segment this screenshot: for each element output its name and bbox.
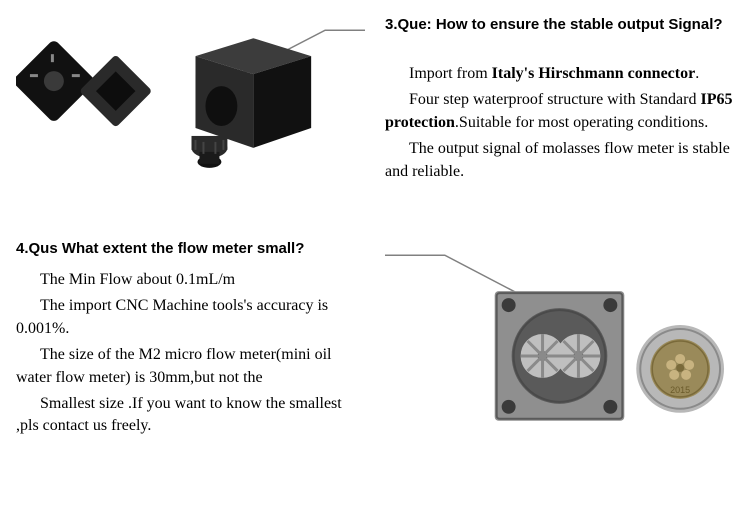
q4-heading: 4.Qus What extent the flow meter small? xyxy=(16,240,365,257)
section-q4: 4.Qus What extent the flow meter small? … xyxy=(16,240,734,442)
q4-paragraph-4: Smallest size .If you want to know the s… xyxy=(16,393,365,438)
q3-text: 3.Que: How to ensure the stable output S… xyxy=(385,16,734,216)
figure-meter: 2015 xyxy=(385,240,734,442)
q4-paragraph-1: The Min Flow about 0.1mL/m xyxy=(16,269,365,291)
gear-right xyxy=(557,334,601,378)
q4-paragraph-3: The size of the M2 micro flow meter(mini… xyxy=(16,344,365,389)
q3-paragraph-2: Four step waterproof structure with Stan… xyxy=(385,89,734,134)
coin: 2015 xyxy=(636,325,724,413)
q3-heading: 3.Que: How to ensure the stable output S… xyxy=(385,16,734,33)
figure-connector xyxy=(16,16,365,216)
svg-text:2015: 2015 xyxy=(670,385,690,395)
meter-housing xyxy=(495,291,625,421)
q3-paragraph-3: The output signal of molasses flow meter… xyxy=(385,138,734,183)
q4-paragraph-2: The import CNC Machine tools's accuracy … xyxy=(16,295,365,340)
bold-hirschmann: Italy's Hirschmann connector xyxy=(492,65,696,82)
section-q3: 3.Que: How to ensure the stable output S… xyxy=(16,16,734,216)
connector-body xyxy=(191,38,311,168)
connector-svg xyxy=(16,16,365,216)
meter-svg: 2015 xyxy=(385,241,734,441)
q4-text: 4.Qus What extent the flow meter small? … xyxy=(16,240,365,442)
q3-paragraph-1: Import from Italy's Hirschmann connector… xyxy=(385,63,734,85)
